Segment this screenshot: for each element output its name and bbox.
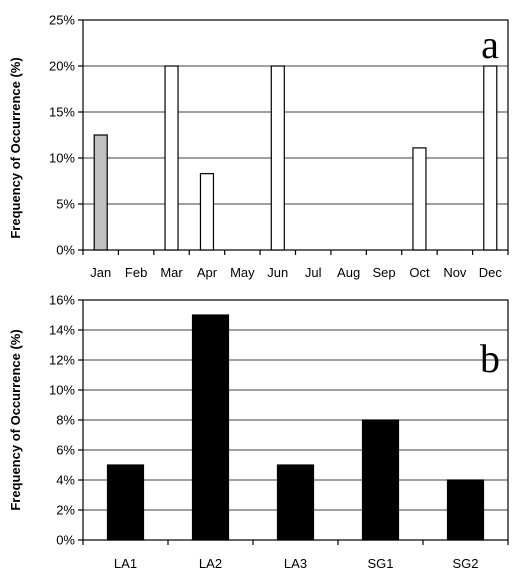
y-tick-label: 6% [56, 443, 75, 458]
y-tick-label: 10% [49, 151, 75, 166]
x-tick-label: Nov [443, 265, 467, 280]
x-tick-label: Sep [372, 265, 395, 280]
chart-panel-a: 0% 5% 10% 15% 20% 25% Jan Feb Mar Apr May Jun Jul Aug… [8, 13, 509, 280]
y-tick-label: 0% [56, 243, 75, 258]
x-tick-label: Feb [125, 265, 147, 280]
y-tick-label: 16% [49, 293, 75, 308]
y-axis-label: Frequency of Occurrence (%) [8, 329, 23, 510]
bar-jun [270, 65, 285, 251]
plot-frame [82, 19, 509, 251]
y-tick-label: 8% [56, 413, 75, 428]
x-tick-label: Oct [409, 265, 430, 280]
x-tick-label: LA3 [284, 556, 307, 571]
y-tick-label: 25% [49, 13, 75, 28]
y-tick-label: 10% [49, 383, 75, 398]
y-tick-label: 0% [56, 533, 75, 548]
bar-la1 [106, 464, 145, 541]
bar-sg1 [361, 419, 400, 541]
y-axis-label: Frequency of Occurrence (%) [8, 57, 23, 238]
y-tick-label: 14% [49, 323, 75, 338]
bar-dec [483, 65, 498, 251]
x-tick-label: Aug [337, 265, 360, 280]
bar-la2 [191, 314, 230, 541]
panel-label: a [481, 22, 499, 67]
y-tick-label: 20% [49, 59, 75, 74]
y-tick-label: 2% [56, 503, 75, 518]
chart-panel-b: 0% 2% 4% 6% 8% 10% 12% 14% 16% LA1 LA2 LA3 SG1 SG2 Fre… [8, 293, 509, 571]
x-tick-label: Apr [197, 265, 218, 280]
x-tick-label: Mar [160, 265, 183, 280]
y-tick-label: 12% [49, 353, 75, 368]
y-tick-label: 5% [56, 197, 75, 212]
bar-apr [199, 173, 215, 251]
x-tick-label: Dec [479, 265, 503, 280]
bar-oct [412, 147, 427, 251]
panel-label: b [480, 336, 500, 381]
x-tick-label: Jan [90, 265, 111, 280]
x-tick-label: SG2 [452, 556, 478, 571]
bar-jan [93, 134, 108, 251]
x-tick-label: LA1 [114, 556, 137, 571]
y-tick-label: 4% [56, 473, 75, 488]
bar-sg2 [446, 479, 485, 541]
x-tick-label: Jun [267, 265, 288, 280]
x-tick-label: SG1 [367, 556, 393, 571]
x-tick-label: May [230, 265, 255, 280]
y-tick-label: 15% [49, 105, 75, 120]
x-tick-label: LA2 [199, 556, 222, 571]
x-tick-label: Jul [305, 265, 322, 280]
bar-la3 [276, 464, 315, 541]
bar-mar [164, 65, 179, 251]
